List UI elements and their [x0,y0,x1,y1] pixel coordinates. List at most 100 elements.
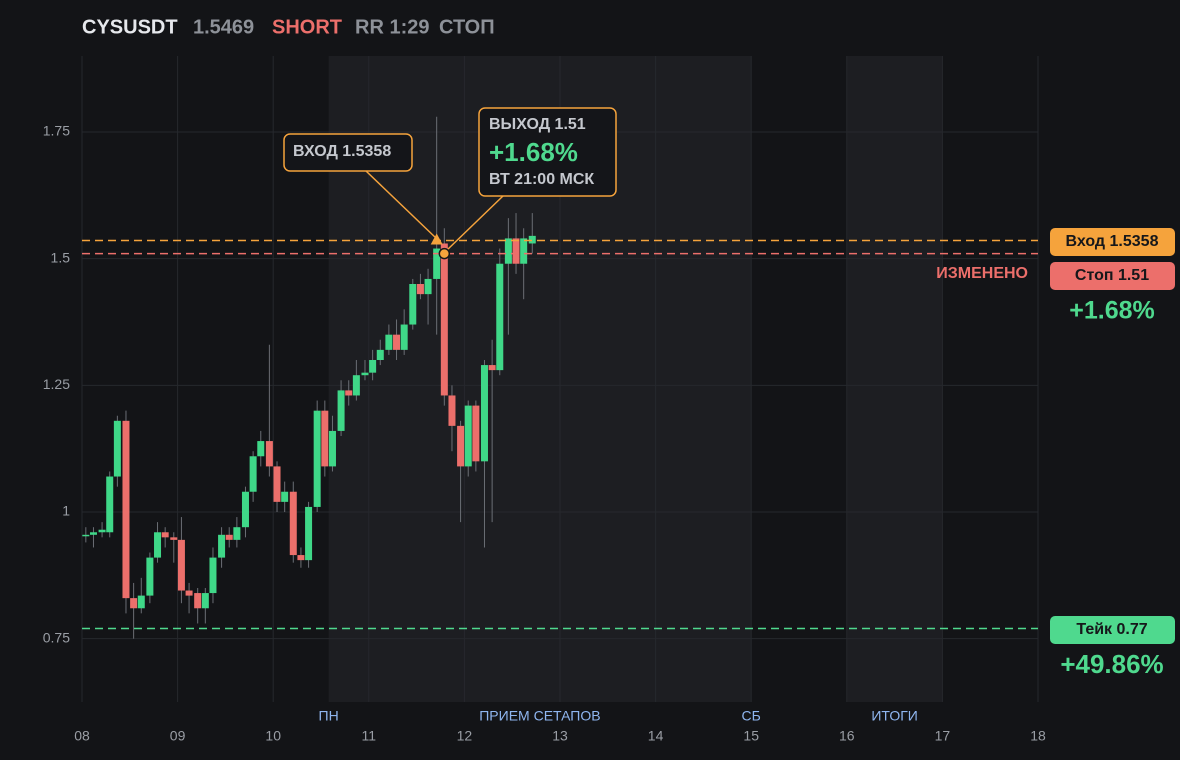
candle-body [257,441,265,457]
entry-label: ВХОД 1.5358 [293,143,391,160]
candle-body [488,365,496,371]
candle-body [146,557,154,596]
candle-body [218,534,226,558]
status: СТОП [439,16,495,38]
candle-body [400,324,408,350]
side: SHORT [272,16,342,38]
candle-body [328,430,336,467]
candle-body [89,532,97,535]
candle-body [385,334,393,350]
x-tick-label: 09 [170,728,186,744]
candle-body [361,372,369,376]
level-badge [1050,228,1175,256]
grid-layer: 0.75 1 1.25 1.5 1.75 08 09 10 11 12 13 14 15 16 17 18 [43,56,1046,744]
candle-body [281,491,289,502]
x-tick-label: 17 [935,728,951,744]
levels: Вход 1.5358 Стоп 1.51 ИЗМЕНЕНО +1.68% Тейк 0… [82,228,1175,679]
candle-body [106,476,114,533]
candle-body [113,420,121,477]
candle-body [185,590,193,596]
price: 1.5469 [193,16,254,38]
x-tick-label: 14 [648,728,664,744]
candle-body [416,284,424,295]
session-label: ИТОГИ [871,708,918,724]
y-tick-label: 1.25 [43,376,70,392]
candle-body [464,405,472,467]
candle-body [98,529,106,533]
candle-body [161,532,169,538]
candle-body [528,235,536,244]
level-note: ИЗМЕНЕНО [936,265,1028,282]
candle-body [297,555,305,561]
candle-body [201,593,209,609]
candle-body [233,527,241,540]
x-tick-label: 16 [839,728,855,744]
candle-body [177,539,185,591]
candle-body [305,506,313,561]
entry-marker [430,233,443,245]
x-tick-label: 10 [265,728,281,744]
candle-body [265,441,273,467]
candle-body [472,405,480,462]
candle-body [512,238,520,264]
candle-body [409,284,417,325]
candle-body [352,375,360,396]
candle-body [496,263,504,371]
candle-body [369,360,377,373]
y-tick-label: 1.75 [43,123,70,139]
x-tick-label: 12 [457,728,473,744]
candle-body [130,598,138,609]
candle-body [520,238,528,264]
exit-pointer [445,195,504,252]
candle-body [321,410,329,467]
candle-body [345,390,353,396]
level-badge [1050,616,1175,644]
candle-body [209,557,217,594]
candle-body [337,390,345,431]
session-label: СБ [742,708,761,724]
candle-body [82,534,90,537]
y-tick-label: 0.75 [43,629,70,645]
y-tick-label: 1.5 [51,249,71,265]
candle-body [225,534,233,540]
candle-body [122,420,130,599]
annotations: ВХОД 1.5358 ВЫХОД 1.51 +1.68% ВТ 21:00 М… [283,107,617,260]
candle-body [241,491,249,528]
symbol: CYSUSDT [82,16,178,38]
x-tick-label: 08 [74,728,90,744]
candle-body [137,595,145,609]
entry-box [283,133,413,172]
header: CYSUSDT 1.5469 SHORT RR 1:29 СТОП [82,16,495,38]
exit-box [478,107,617,197]
candle-body [170,537,178,540]
level-badge [1050,262,1175,290]
x-tick-label: 13 [552,728,568,744]
level-result: +49.86% [1060,649,1163,679]
candles [82,116,536,639]
candle-body [376,349,384,360]
risk-reward: RR 1:29 [355,16,429,38]
level-label: Тейк 0.77 [1076,621,1147,638]
candle-body [480,365,488,462]
x-tick-label: 15 [743,728,759,744]
candle-body [440,243,448,396]
candle-body [433,248,441,279]
candle-body [289,491,297,556]
session-label: ПРИЕМ СЕТАПОВ [479,708,600,724]
candle-body [424,278,432,295]
exit-pnl: +1.68% [489,137,578,167]
candle-body [194,593,202,609]
exit-marker [438,247,451,260]
candle-body [393,334,401,350]
exit-label: ВЫХОД 1.51 [489,116,586,133]
entry-pointer [365,170,438,240]
candle-body [154,532,162,558]
candle-body [504,238,512,264]
y-tick-label: 1 [62,503,70,519]
session-label: ПН [319,708,339,724]
candle-body [273,466,281,502]
candle-body [448,395,456,426]
x-tick-label: 18 [1030,728,1046,744]
exit-time: ВТ 21:00 МСК [489,171,594,188]
